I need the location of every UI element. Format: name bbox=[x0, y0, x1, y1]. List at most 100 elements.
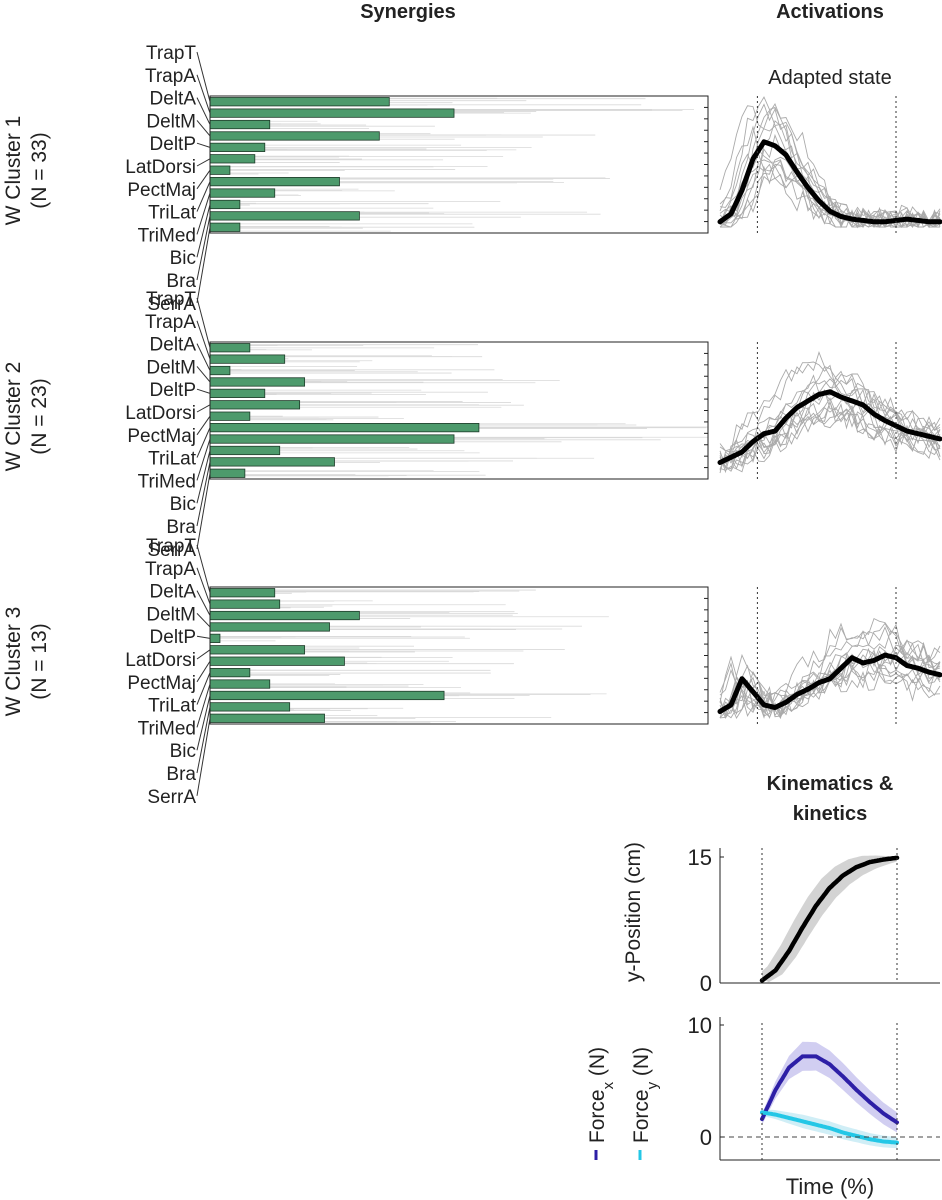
kinematics-title-line2: kinetics bbox=[793, 803, 867, 825]
synergy-bar-deltm bbox=[209, 377, 306, 387]
individual-activation-trace bbox=[719, 412, 941, 473]
muscle-leader-line bbox=[196, 343, 211, 371]
muscle-label-trimed: TriMed bbox=[138, 471, 196, 492]
force-x-ylabel-main: Force bbox=[586, 1089, 609, 1143]
muscle-leader-line bbox=[196, 227, 211, 303]
synergy-bar-latdorsi bbox=[209, 645, 306, 655]
activations-title: Activations bbox=[776, 1, 884, 23]
muscle-label-delta: DeltA bbox=[150, 89, 197, 110]
synergy-bar-trilat bbox=[209, 177, 340, 187]
synergy-bar-bic bbox=[209, 445, 281, 456]
muscle-leader-line bbox=[196, 297, 211, 348]
muscle-leader-line bbox=[196, 120, 211, 137]
muscle-label-serra: SerrA bbox=[147, 787, 196, 808]
muscle-label-deltp: DeltP bbox=[150, 380, 196, 401]
muscle-leader-line bbox=[196, 567, 211, 605]
synergy-panel-3: TrapTTrapADeltADeltMDeltPLatDorsiPectMaj… bbox=[2, 536, 709, 808]
muscle-label-latdorsi: LatDorsi bbox=[125, 157, 196, 178]
synergy-bar-pectmaj bbox=[209, 165, 231, 175]
individual-activation-trace bbox=[719, 651, 941, 714]
muscle-leader-line bbox=[196, 438, 211, 481]
muscle-label-serra: SerrA bbox=[147, 294, 196, 315]
synergy-bar-trapt bbox=[209, 343, 251, 353]
synergy-bar-trapt bbox=[209, 588, 276, 598]
muscle-label-deltp: DeltP bbox=[150, 627, 196, 648]
synergy-bar-delta bbox=[209, 610, 360, 621]
muscle-label-bra: Bra bbox=[166, 517, 196, 538]
individual-activation-trace bbox=[719, 365, 941, 464]
force-y-ylabel-unit: (N) bbox=[630, 1047, 653, 1082]
muscle-label-trimed: TriMed bbox=[138, 225, 196, 246]
muscle-leader-line bbox=[196, 192, 211, 235]
muscle-leader-line bbox=[196, 74, 211, 114]
y-position-mean-line bbox=[759, 855, 900, 983]
muscle-leader-line bbox=[196, 649, 211, 660]
synergy-bar-trilat bbox=[209, 668, 251, 678]
force-x-mean-line bbox=[760, 1054, 899, 1125]
muscle-label-trapa: TrapA bbox=[145, 66, 196, 87]
muscle-leader-line bbox=[196, 473, 211, 549]
synergy-bar-bra bbox=[209, 457, 335, 467]
synergy-bar-trilat bbox=[209, 423, 480, 433]
muscle-leader-line bbox=[196, 590, 211, 616]
muscle-leader-line bbox=[196, 404, 211, 413]
force-x-ylabel-unit: (N) bbox=[586, 1047, 609, 1082]
y-tick-label-0: 0 bbox=[700, 1125, 712, 1150]
muscle-leader-line bbox=[196, 181, 211, 212]
muscle-leader-line bbox=[196, 695, 211, 751]
synergy-bar-deltm bbox=[209, 131, 380, 141]
muscle-label-deltm: DeltM bbox=[146, 111, 196, 132]
y-position-sd-band bbox=[762, 855, 897, 983]
synergy-bar-serra bbox=[209, 713, 325, 723]
time-axis-label: Time (%) bbox=[786, 1174, 874, 1199]
muscle-label-bic: Bic bbox=[170, 248, 196, 269]
mean-activation-line bbox=[717, 139, 942, 225]
muscle-label-pectmaj: PectMaj bbox=[127, 180, 196, 201]
muscle-leader-line bbox=[196, 415, 211, 436]
muscle-label-trimed: TriMed bbox=[138, 718, 196, 739]
synergy-bar-trapt bbox=[209, 97, 390, 107]
muscle-leader-line bbox=[196, 660, 211, 683]
kinematics-title-line1: Kinematics & bbox=[767, 773, 894, 795]
muscle-leader-line bbox=[196, 450, 211, 504]
muscle-label-deltp: DeltP bbox=[150, 134, 196, 155]
activation-panel-1 bbox=[717, 96, 942, 233]
synergy-bar-latdorsi bbox=[209, 154, 256, 164]
activation-panel-2 bbox=[717, 342, 942, 479]
muscle-label-trapt: TrapT bbox=[146, 289, 196, 310]
synergy-bar-serra bbox=[209, 222, 241, 232]
individual-activation-trace bbox=[719, 163, 941, 228]
synergy-bar-trimed bbox=[209, 188, 276, 198]
synergy-bar-trapa bbox=[209, 108, 455, 118]
force-y-mean-line bbox=[760, 1110, 899, 1145]
muscle-leader-line bbox=[196, 706, 211, 774]
muscle-leader-line bbox=[196, 672, 211, 705]
muscle-leader-line bbox=[196, 544, 211, 593]
force-x-ylabel: Forcex (N) bbox=[586, 1047, 617, 1143]
adapted-state-label: Adapted state bbox=[768, 67, 891, 89]
muscle-label-trilat: TriLat bbox=[148, 449, 197, 470]
synergy-panel-1: TrapT TrapADeltADeltMDeltPLatDorsiPectMaj… bbox=[2, 43, 709, 315]
muscle-leader-line bbox=[196, 613, 211, 628]
individual-activation-trace bbox=[719, 351, 941, 453]
muscle-leader-line bbox=[196, 51, 211, 102]
force-y-ylabel: Forcey (N) bbox=[630, 1047, 661, 1143]
cluster-title: W Cluster 2 bbox=[2, 362, 25, 472]
muscle-label-trapt: TrapT bbox=[146, 536, 196, 557]
individual-activation-trace bbox=[719, 400, 941, 470]
synergy-bar-delta bbox=[209, 119, 271, 130]
y-position-ylabel: y-Position (cm) bbox=[622, 842, 645, 982]
force-x-ylabel-subscript: x bbox=[600, 1081, 617, 1089]
y-tick-label-0: 0 bbox=[700, 971, 712, 996]
synergy-bar-deltm bbox=[209, 622, 330, 632]
synergy-bar-pectmaj bbox=[209, 411, 251, 421]
synergy-bar-trimed bbox=[209, 434, 455, 444]
cluster-n-label: (N = 23) bbox=[28, 378, 51, 454]
y-tick-label-10: 10 bbox=[688, 1013, 712, 1038]
synergy-bar-deltp bbox=[209, 142, 266, 152]
y-tick-label-15: 15 bbox=[688, 845, 712, 870]
muscle-label-bra: Bra bbox=[166, 764, 196, 785]
synergy-bar-trapa bbox=[209, 599, 281, 609]
